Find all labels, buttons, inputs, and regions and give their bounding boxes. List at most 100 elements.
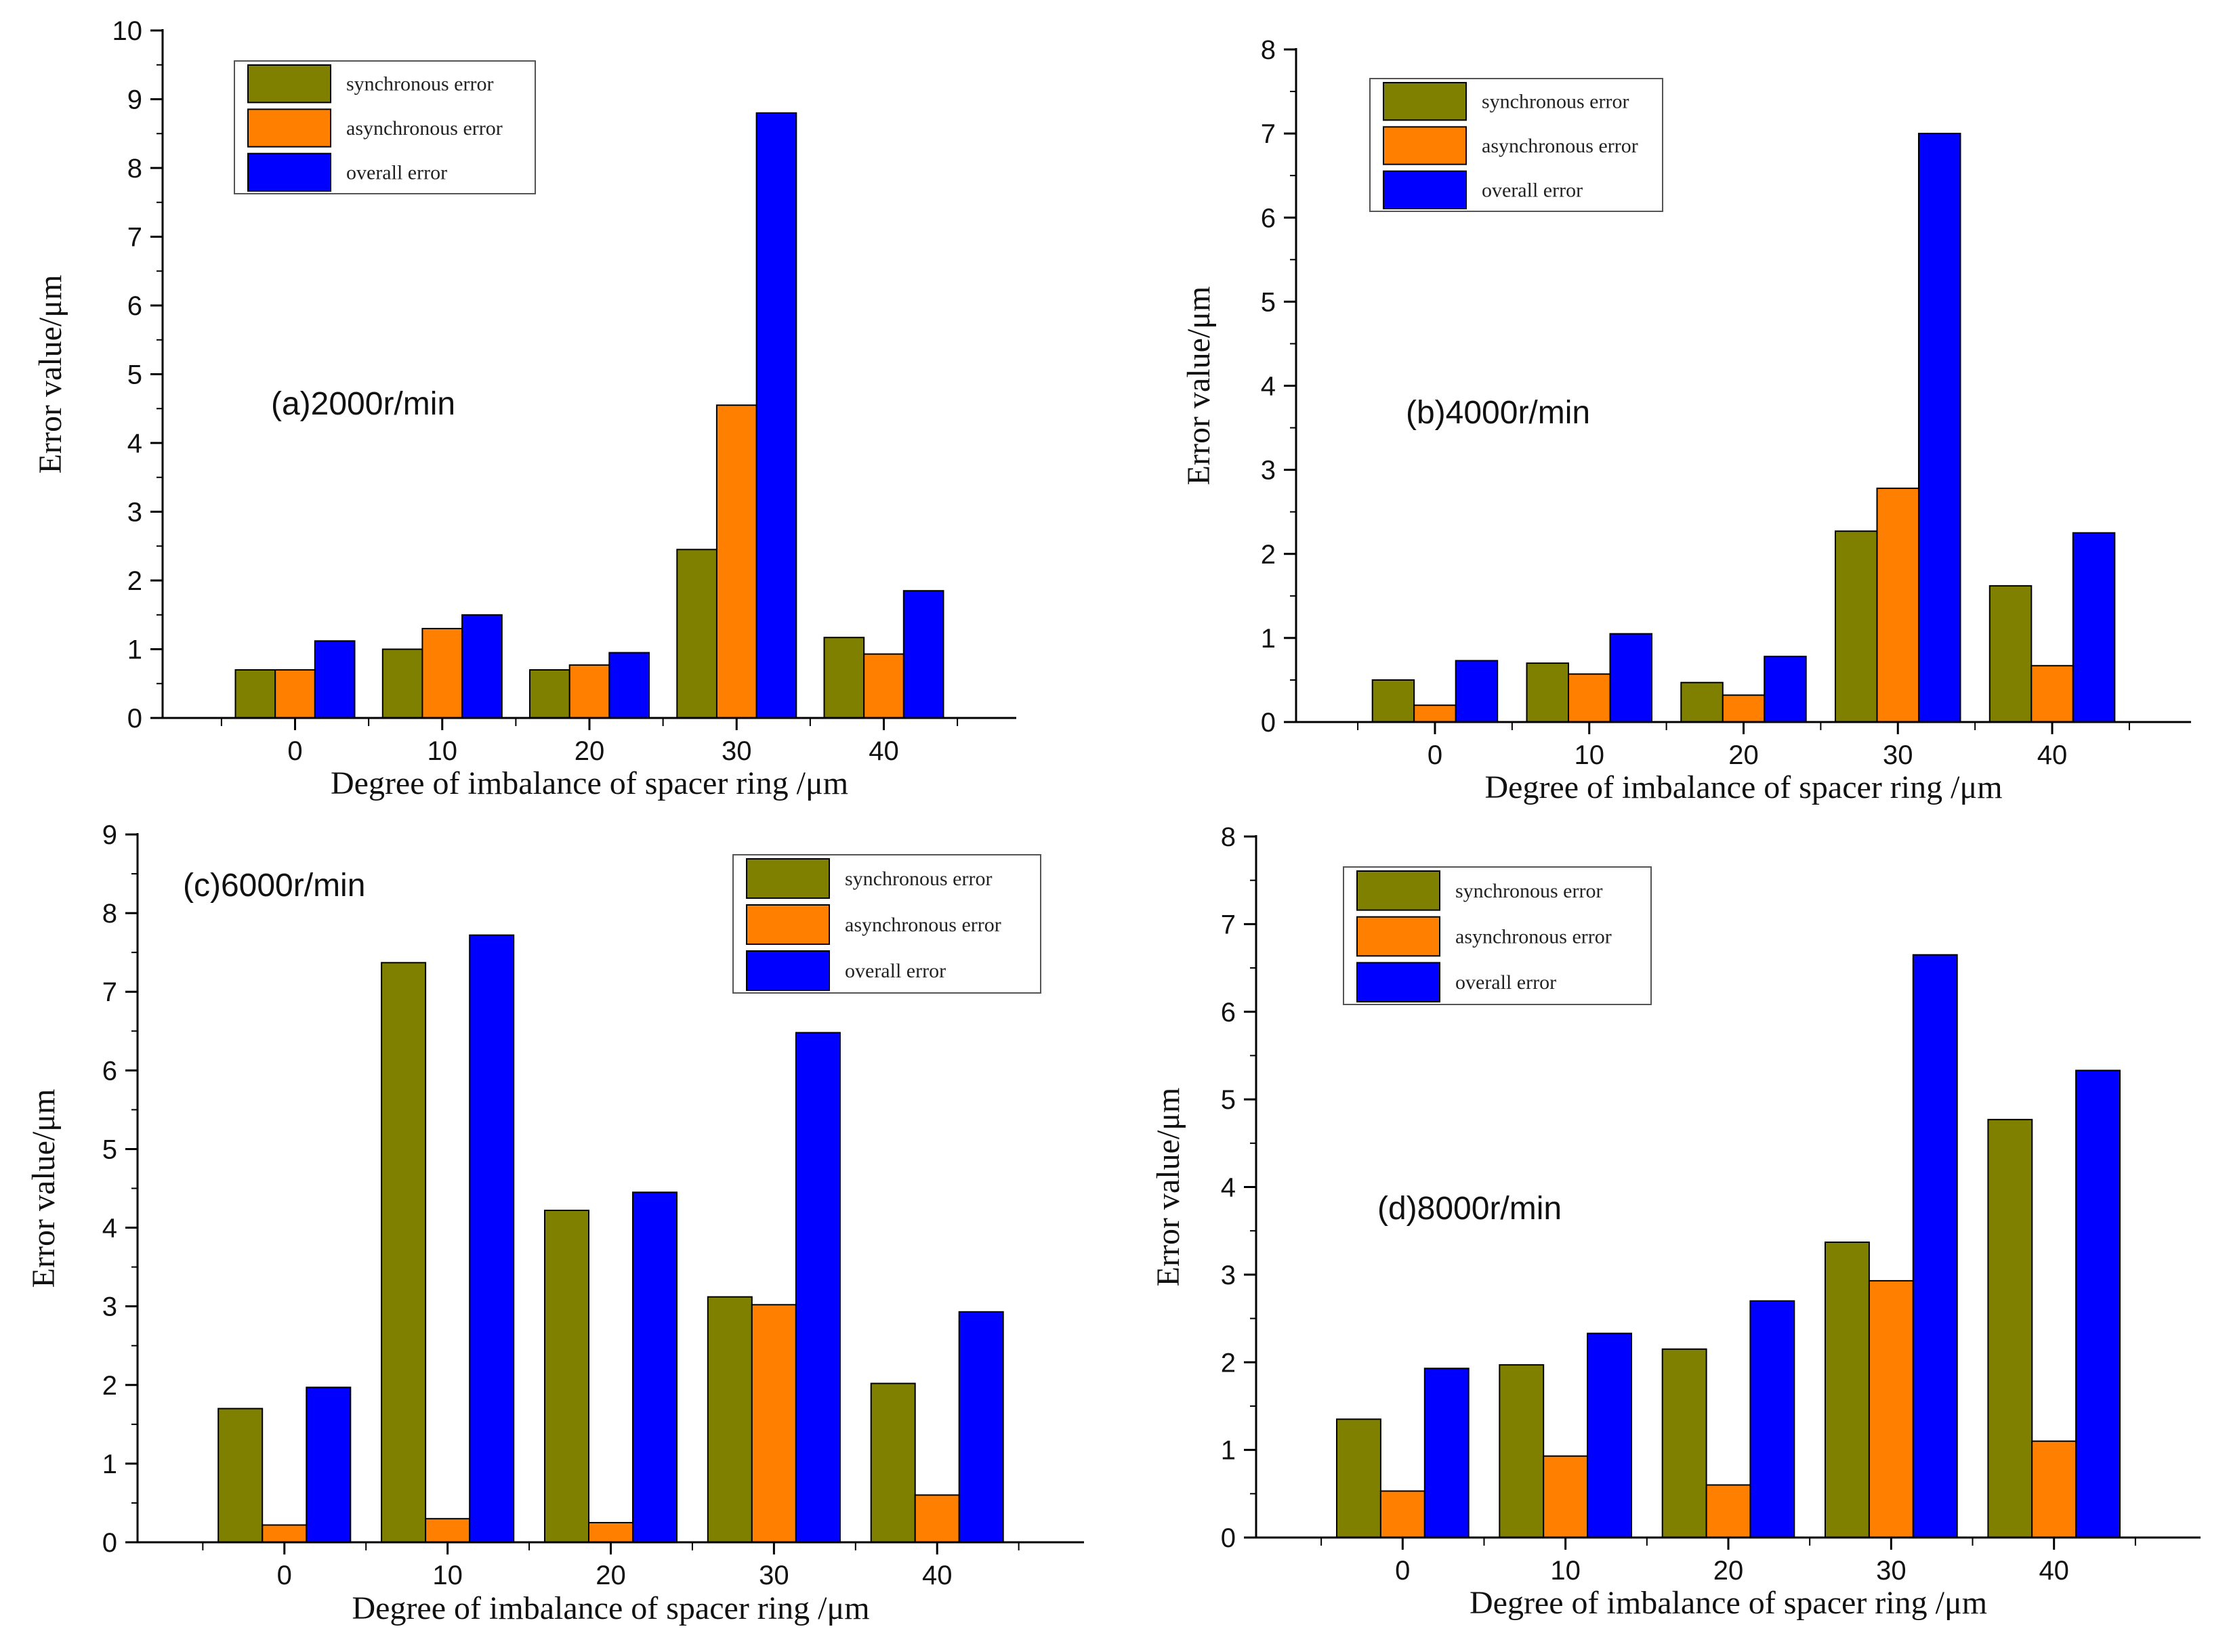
bar-asynchronous-error-10 xyxy=(421,628,463,719)
y-axis-title: Error value/μm xyxy=(1181,287,1217,486)
y-tick-label: 4 xyxy=(102,1214,117,1244)
y-tick-label: 6 xyxy=(127,291,142,321)
bar-synchronous-error-0 xyxy=(1336,1418,1381,1539)
x-tick-label: 40 xyxy=(869,736,899,766)
legend-label-asynchronous-error: asynchronous error xyxy=(845,914,1001,936)
x-tick-label: 30 xyxy=(722,736,752,766)
legend-swatch-synchronous-error xyxy=(1356,870,1440,911)
y-tick-label: 5 xyxy=(1261,287,1276,317)
legend-swatch-overall-error xyxy=(746,950,830,991)
bar-asynchronous-error-30 xyxy=(751,1304,797,1544)
x-tick-label: 0 xyxy=(287,736,302,766)
y-axis-title: Error value/μm xyxy=(26,1089,62,1288)
x-tick-label: 10 xyxy=(1550,1556,1581,1586)
y-tick-label: 4 xyxy=(1261,372,1276,402)
legend-swatch-asynchronous-error xyxy=(746,904,830,945)
x-tick-label: 40 xyxy=(922,1561,953,1590)
x-tick-label: 10 xyxy=(432,1561,463,1590)
bar-asynchronous-error-0 xyxy=(1379,1490,1425,1538)
legend: synchronous error asynchronous error overa… xyxy=(234,60,536,194)
legend-swatch-synchronous-error xyxy=(746,858,830,899)
x-tick-label: 20 xyxy=(575,736,605,766)
legend-label-overall-error: overall error xyxy=(845,960,946,982)
bar-synchronous-error-30 xyxy=(707,1296,753,1543)
chart-panel-2: 0 1 2 3 4 5 6 7 8 9 0 10 20 30 40 Degree of imbalance o… xyxy=(26,820,1084,1626)
y-tick-label: 1 xyxy=(1221,1436,1236,1466)
y-tick-label: 4 xyxy=(1221,1173,1236,1203)
bar-synchronous-error-40 xyxy=(1988,585,2033,723)
legend-label-synchronous-error: synchronous error xyxy=(1455,880,1602,902)
legend-label-asynchronous-error: asynchronous error xyxy=(346,117,503,140)
x-tick-label: 20 xyxy=(596,1561,626,1590)
y-tick-label: 1 xyxy=(1261,624,1276,654)
legend-swatch-asynchronous-error xyxy=(247,108,331,148)
bar-synchronous-error-30 xyxy=(1835,530,1878,723)
y-tick-label: 8 xyxy=(1261,35,1276,65)
y-tick-label: 8 xyxy=(127,154,142,184)
legend-swatch-overall-error xyxy=(1356,962,1440,1003)
bar-overall-error-20 xyxy=(632,1191,678,1544)
bar-overall-error-20 xyxy=(1749,1300,1795,1538)
legend-label-overall-error: overall error xyxy=(1455,971,1556,994)
x-tick-label: 10 xyxy=(1574,740,1604,770)
bar-synchronous-error-0 xyxy=(217,1407,264,1544)
chart-panel-0: 0 1 2 3 4 5 6 7 8 9 10 0 10 20 30 40 Degree of imbalance… xyxy=(33,16,1016,801)
x-tick-label: 40 xyxy=(2039,1556,2069,1586)
bar-overall-error-10 xyxy=(1587,1332,1633,1538)
y-tick-label: 8 xyxy=(1221,822,1236,852)
bar-synchronous-error-0 xyxy=(1371,679,1415,723)
bar-overall-error-30 xyxy=(755,112,797,719)
y-tick-label: 0 xyxy=(127,704,142,734)
legend-label-asynchronous-error: asynchronous error xyxy=(1482,135,1638,157)
bar-synchronous-error-20 xyxy=(529,669,570,719)
bar-asynchronous-error-10 xyxy=(1543,1455,1589,1538)
legend-swatch-overall-error xyxy=(247,152,331,192)
bar-overall-error-30 xyxy=(1918,133,1961,723)
bar-asynchronous-error-40 xyxy=(2030,664,2074,723)
legend-swatch-overall-error xyxy=(1383,170,1467,210)
y-tick-label: 6 xyxy=(1261,203,1276,233)
bar-overall-error-10 xyxy=(469,934,515,1543)
bar-asynchronous-error-10 xyxy=(1568,673,1611,723)
bar-overall-error-30 xyxy=(795,1032,841,1543)
bar-synchronous-error-30 xyxy=(1825,1242,1870,1538)
y-tick-label: 2 xyxy=(1261,540,1276,570)
y-tick-label: 4 xyxy=(127,429,142,459)
bar-synchronous-error-40 xyxy=(823,637,865,719)
legend-label-synchronous-error: synchronous error xyxy=(346,73,493,96)
y-tick-label: 3 xyxy=(127,498,142,528)
bar-asynchronous-error-30 xyxy=(1868,1279,1914,1539)
y-tick-label: 9 xyxy=(127,85,142,115)
y-tick-label: 7 xyxy=(1261,119,1276,149)
y-tick-label: 6 xyxy=(102,1056,117,1086)
y-tick-label: 6 xyxy=(1221,998,1236,1028)
y-axis-title: Error value/μm xyxy=(1150,1088,1186,1287)
bar-synchronous-error-0 xyxy=(234,669,276,719)
x-tick-label: 20 xyxy=(1713,1556,1744,1586)
legend-swatch-synchronous-error xyxy=(247,64,331,104)
bar-asynchronous-error-40 xyxy=(2031,1440,2077,1538)
legend-label-synchronous-error: synchronous error xyxy=(845,868,992,890)
x-tick-label: 30 xyxy=(1883,740,1913,770)
bar-overall-error-10 xyxy=(461,614,503,719)
x-tick-label: 10 xyxy=(428,736,458,766)
y-tick-label: 9 xyxy=(102,820,117,850)
x-tick-label: 20 xyxy=(1728,740,1759,770)
chart-annotation: (a)2000r/min xyxy=(271,386,455,422)
bar-overall-error-40 xyxy=(2075,1069,2121,1538)
bar-asynchronous-error-40 xyxy=(863,653,904,719)
legend: synchronous error asynchronous error overa… xyxy=(1343,866,1652,1005)
y-tick-label: 5 xyxy=(1221,1085,1236,1115)
y-tick-label: 0 xyxy=(1221,1523,1236,1553)
y-tick-label: 8 xyxy=(102,899,117,929)
legend-label-overall-error: overall error xyxy=(1482,179,1583,201)
bar-asynchronous-error-10 xyxy=(425,1518,471,1543)
x-axis-title: Degree of imbalance of spacer ring /μm xyxy=(1470,1585,1987,1621)
y-tick-label: 7 xyxy=(1221,910,1236,939)
x-axis-title: Degree of imbalance of spacer ring /μm xyxy=(331,765,848,801)
bar-overall-error-40 xyxy=(2072,532,2116,723)
chart-annotation: (b)4000r/min xyxy=(1406,395,1590,431)
chart-panel-3: 0 1 2 3 4 5 6 7 8 0 10 20 30 40 Degree of imbalance of… xyxy=(1150,822,2201,1621)
bar-overall-error-0 xyxy=(306,1386,352,1544)
